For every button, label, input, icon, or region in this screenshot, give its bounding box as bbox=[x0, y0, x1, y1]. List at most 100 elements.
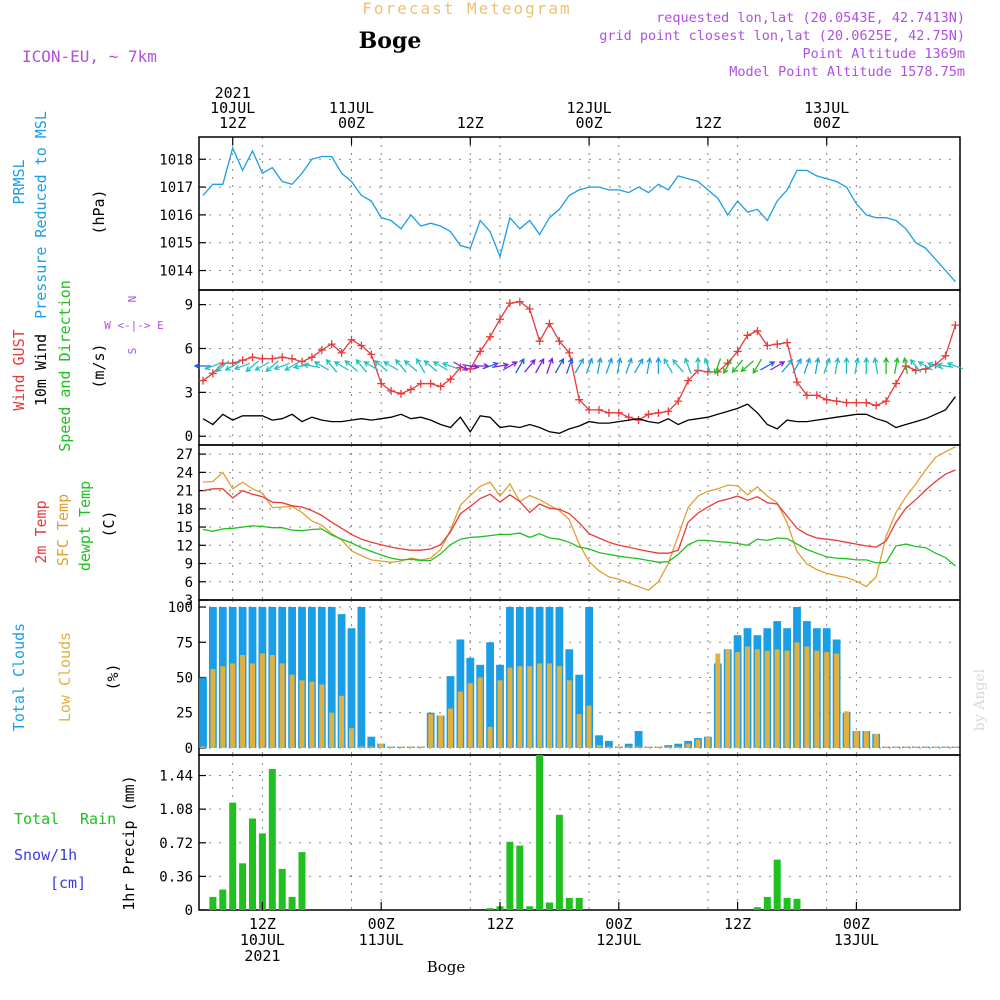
y-tick-label: 75 bbox=[176, 635, 193, 651]
low-clouds-bar bbox=[576, 714, 582, 748]
y-tick-label: 24 bbox=[176, 465, 193, 481]
wind-direction-arrow bbox=[695, 356, 701, 374]
low-clouds-bar bbox=[329, 712, 335, 748]
time-tick-bottom: 11JUL bbox=[359, 931, 404, 949]
low-clouds-bar bbox=[339, 695, 345, 748]
wind-direction-arrow bbox=[215, 360, 230, 373]
gust-marker bbox=[397, 389, 405, 398]
wind-direction-arrow bbox=[625, 357, 633, 374]
gust-marker bbox=[416, 379, 425, 388]
wind-direction-arrow bbox=[524, 358, 536, 373]
low-clouds-bar bbox=[428, 714, 434, 748]
time-tick-bottom: 12JUL bbox=[596, 931, 641, 949]
wind-direction-arrow bbox=[453, 361, 469, 371]
low-clouds-bar bbox=[289, 674, 295, 748]
wind-direction-arrow bbox=[946, 361, 964, 370]
wind-unit: (m/s) bbox=[90, 343, 108, 388]
time-tick-bottom: 13JUL bbox=[834, 931, 879, 949]
rain-bar bbox=[258, 833, 266, 910]
low-clouds-bar bbox=[844, 711, 849, 748]
wind-direction-arrow bbox=[663, 357, 673, 374]
precip-unit: 1hr Precip (mm) bbox=[120, 775, 138, 910]
footer-location: Boge bbox=[427, 958, 466, 976]
panel-2: 3 6 9 12 15 18 21 24 27 bbox=[176, 444, 961, 609]
gust-marker bbox=[941, 351, 950, 360]
low-clouds-bar bbox=[903, 746, 909, 748]
requested-coordinates: requested lon,lat (20.0543E, 42.7413N) bbox=[656, 10, 965, 26]
total-clouds-bar bbox=[347, 628, 356, 748]
wind-direction-arrow bbox=[854, 356, 861, 375]
time-tick-bottom: 00Z bbox=[605, 915, 632, 933]
wind-direction-arrow bbox=[462, 363, 480, 370]
gust-marker bbox=[208, 369, 217, 378]
rain-bar bbox=[555, 814, 563, 910]
low-clouds-bar bbox=[467, 683, 473, 748]
wind-direction-arrow bbox=[792, 357, 802, 374]
gust-marker bbox=[892, 379, 900, 388]
low-clouds-bar bbox=[804, 646, 810, 748]
wind-direction-arrow bbox=[574, 357, 584, 374]
gust-marker bbox=[743, 331, 752, 340]
gust-marker bbox=[406, 385, 415, 394]
total-clouds-bar bbox=[357, 607, 366, 748]
wind-direction-arrow bbox=[383, 361, 399, 371]
gust-marker bbox=[882, 397, 891, 406]
gust-marker bbox=[426, 379, 435, 388]
y-tick-label: 1.08 bbox=[159, 802, 193, 818]
rain-bar bbox=[288, 896, 296, 910]
pressure-label-msl: Pressure Reduced to MSL bbox=[32, 111, 50, 319]
total-clouds-bar bbox=[317, 607, 326, 748]
low-clouds-bar bbox=[923, 746, 929, 748]
gust-marker bbox=[674, 397, 683, 406]
rain-bar bbox=[278, 868, 286, 910]
low-clouds-bar bbox=[715, 653, 721, 748]
low-clouds-bar bbox=[408, 746, 414, 748]
wind-direction-arrow bbox=[872, 356, 879, 375]
gust-marker bbox=[783, 338, 792, 347]
wind-direction-arrow bbox=[723, 358, 733, 375]
clouds-unit: (%) bbox=[104, 663, 122, 690]
y-tick-label: 3 bbox=[185, 385, 193, 401]
temp-unit: (C) bbox=[100, 510, 118, 537]
wind-direction-arrow bbox=[395, 358, 407, 373]
y-tick-label: 1014 bbox=[159, 264, 193, 280]
plot-area: 1014101510161017101803693691215182124270… bbox=[159, 84, 964, 965]
time-tick-bottom: 12Z bbox=[724, 915, 751, 933]
low-clouds-bar bbox=[220, 666, 226, 748]
gust-marker bbox=[802, 391, 811, 400]
gust-marker bbox=[199, 376, 207, 385]
y-tick-label: 50 bbox=[176, 671, 193, 687]
gust-marker bbox=[684, 376, 693, 385]
y-tick-label: 6 bbox=[185, 575, 193, 591]
total-clouds-bar bbox=[367, 736, 376, 748]
total-clouds-bar bbox=[308, 607, 316, 748]
wind-direction-arrow bbox=[416, 357, 426, 374]
low-clouds-bar bbox=[309, 681, 315, 748]
wind-direction-arrow bbox=[355, 358, 368, 373]
wind-direction-arrow bbox=[863, 356, 870, 374]
compass-rose: N W <-|-> E S bbox=[104, 296, 164, 355]
rain-bar bbox=[546, 902, 553, 910]
wind-direction-arrow bbox=[546, 357, 554, 374]
total-clouds-bar bbox=[605, 740, 613, 748]
point-altitude: Point Altitude 1369m bbox=[802, 46, 965, 62]
watermark: by Angel bbox=[972, 668, 988, 731]
rain-bar bbox=[268, 769, 276, 910]
y-tick-label: 100 bbox=[168, 600, 193, 616]
low-clouds-bar bbox=[685, 743, 691, 748]
total-clouds-bar bbox=[624, 743, 633, 748]
low-clouds-bar bbox=[547, 663, 552, 748]
gust-marker bbox=[525, 305, 534, 314]
total-clouds-bar bbox=[199, 677, 207, 748]
temp-label-2m: 2m Temp bbox=[32, 500, 50, 563]
time-tick-top: 11JUL bbox=[329, 99, 374, 117]
y-tick-label: 18 bbox=[176, 502, 193, 518]
wind-direction-arrow bbox=[703, 357, 712, 374]
temp-label-sfc: SFC Temp bbox=[54, 494, 72, 566]
time-tick-top: 00Z bbox=[813, 114, 840, 132]
time-tick-bottom: 12Z bbox=[486, 915, 513, 933]
compass-south: S bbox=[126, 348, 139, 355]
gust-marker bbox=[367, 350, 376, 359]
low-clouds-bar bbox=[814, 650, 820, 748]
